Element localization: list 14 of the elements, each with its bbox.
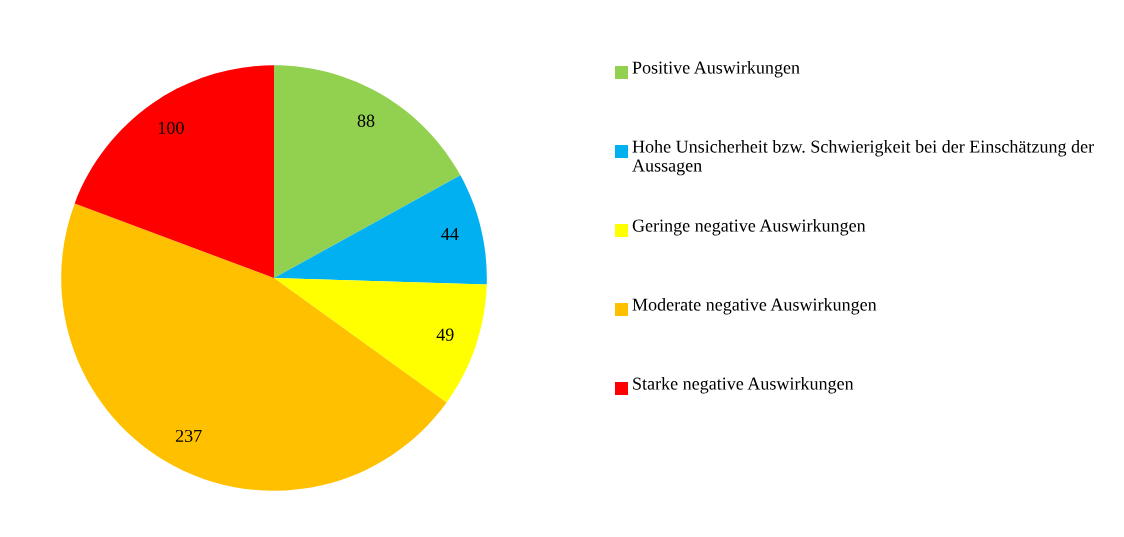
data-label: 100: [158, 121, 184, 134]
data-label: 49: [436, 328, 454, 341]
legend-label: Geringe negative Auswirkungen: [632, 219, 866, 236]
legend-label: Starke negative Auswirkungen: [633, 377, 854, 394]
legend-label: Positive Auswirkungen: [632, 61, 800, 78]
data-label: 237: [175, 429, 202, 443]
legend-label: Moderate negative Auswirkungen: [632, 298, 877, 315]
pie-slice: [74, 65, 274, 278]
data-label: 88: [357, 114, 375, 127]
pie-slice: [274, 278, 487, 403]
pie-slice: [274, 65, 461, 278]
pie-slice: [274, 175, 487, 285]
legend-label: Hohe Unsicherheit bzw. Schwierigkeit bei der Einschätzung der Aussagen: [632, 140, 1094, 176]
data-label: 44: [441, 228, 459, 240]
